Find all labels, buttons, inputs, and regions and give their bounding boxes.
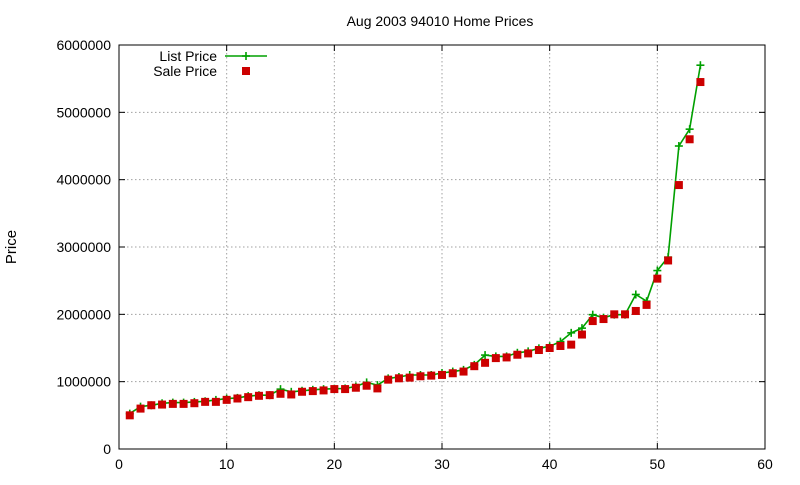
sale-price-point <box>158 400 167 409</box>
list-price-point <box>631 290 640 299</box>
legend-swatch-sale-price <box>242 67 250 75</box>
sale-price-point <box>567 340 576 349</box>
sale-price-point <box>642 300 651 309</box>
y-tick-label: 3000000 <box>56 239 111 255</box>
x-tick-label: 60 <box>757 456 773 472</box>
sale-price-point <box>330 385 339 394</box>
y-tick-label: 2000000 <box>56 306 111 322</box>
sale-price-point <box>179 399 188 408</box>
x-tick-label: 10 <box>219 456 235 472</box>
sale-price-point <box>190 399 199 408</box>
sale-price-point <box>201 397 210 406</box>
chart-title: Aug 2003 94010 Home Prices <box>347 13 534 29</box>
sale-price-point <box>362 381 371 390</box>
sale-price-point <box>427 371 436 380</box>
sale-price-point <box>319 386 328 395</box>
legend: List Price Sale Price <box>153 48 267 79</box>
sale-price-point <box>438 370 446 379</box>
legend-label-list-price: List Price <box>159 48 217 64</box>
sale-price-point <box>524 349 533 358</box>
list-price-point <box>653 266 662 275</box>
sale-price-point <box>254 391 263 400</box>
sale-price-point <box>416 372 425 381</box>
y-tick-label: 4000000 <box>56 172 111 188</box>
sale-price-point <box>621 310 630 319</box>
sale-price-point <box>459 367 468 376</box>
sale-price-point <box>136 404 145 413</box>
series <box>125 61 705 420</box>
sale-price-point <box>222 395 231 404</box>
sale-price-point <box>577 330 586 339</box>
sale-price-point <box>674 181 683 190</box>
sale-price-point <box>147 401 156 410</box>
x-tick-label: 40 <box>542 456 558 472</box>
sale-price-point <box>502 353 511 362</box>
x-tick-label: 30 <box>434 456 450 472</box>
sale-price-point <box>556 341 565 350</box>
y-tick-label: 6000000 <box>56 37 111 53</box>
sale-price-point <box>233 394 242 403</box>
list-price-point <box>674 142 683 150</box>
grid <box>119 45 765 449</box>
sale-price-point <box>448 369 457 378</box>
sale-price-point <box>513 350 522 359</box>
sale-price-point <box>631 306 640 315</box>
sale-price-point <box>405 373 414 382</box>
sale-price-point <box>545 344 554 352</box>
plot-frame <box>118 44 766 450</box>
sale-price-point <box>588 317 597 326</box>
sale-price-point <box>394 374 403 383</box>
sale-price-point <box>534 346 543 355</box>
sale-price-point <box>685 135 694 144</box>
list-price-point <box>567 328 576 337</box>
axis-ticks: 0 10 20 30 40 50 60 0 1000000 2000000 3000000 40000… <box>56 37 773 472</box>
x-tick-label: 20 <box>327 456 343 472</box>
sale-price-point <box>373 384 382 393</box>
list-price-point <box>696 61 705 70</box>
list-price-point <box>685 125 694 134</box>
sale-price-point <box>244 393 253 402</box>
sale-price-point <box>664 256 673 265</box>
sale-price-point <box>653 274 662 283</box>
legend-label-sale-price: Sale Price <box>153 63 217 79</box>
sale-price-point <box>125 411 134 420</box>
sale-price-point <box>491 354 500 363</box>
sale-price-point <box>276 389 285 398</box>
sale-price-point <box>384 375 393 384</box>
sale-price-point <box>610 310 619 319</box>
y-axis-label: Price <box>3 230 20 264</box>
list-price-point <box>481 351 490 360</box>
sale-price-point <box>341 385 350 394</box>
y-tick-label: 5000000 <box>56 104 111 120</box>
x-tick-label: 50 <box>650 456 666 472</box>
y-tick-label: 1000000 <box>56 374 111 390</box>
sale-price-point <box>696 78 705 87</box>
legend-swatches <box>225 52 267 75</box>
sale-price-point <box>481 358 490 367</box>
x-tick-label: 0 <box>115 456 123 472</box>
sale-price-point <box>470 362 479 371</box>
sale-price-point <box>287 390 296 399</box>
sale-price-point <box>308 387 317 396</box>
sale-price-point <box>265 391 274 400</box>
sale-price-point <box>298 387 307 396</box>
y-tick-label: 0 <box>103 441 111 457</box>
sale-price-point <box>351 383 360 392</box>
sale-price-point <box>168 399 177 408</box>
sale-price-point <box>211 397 220 406</box>
sale-price-point <box>599 315 608 324</box>
